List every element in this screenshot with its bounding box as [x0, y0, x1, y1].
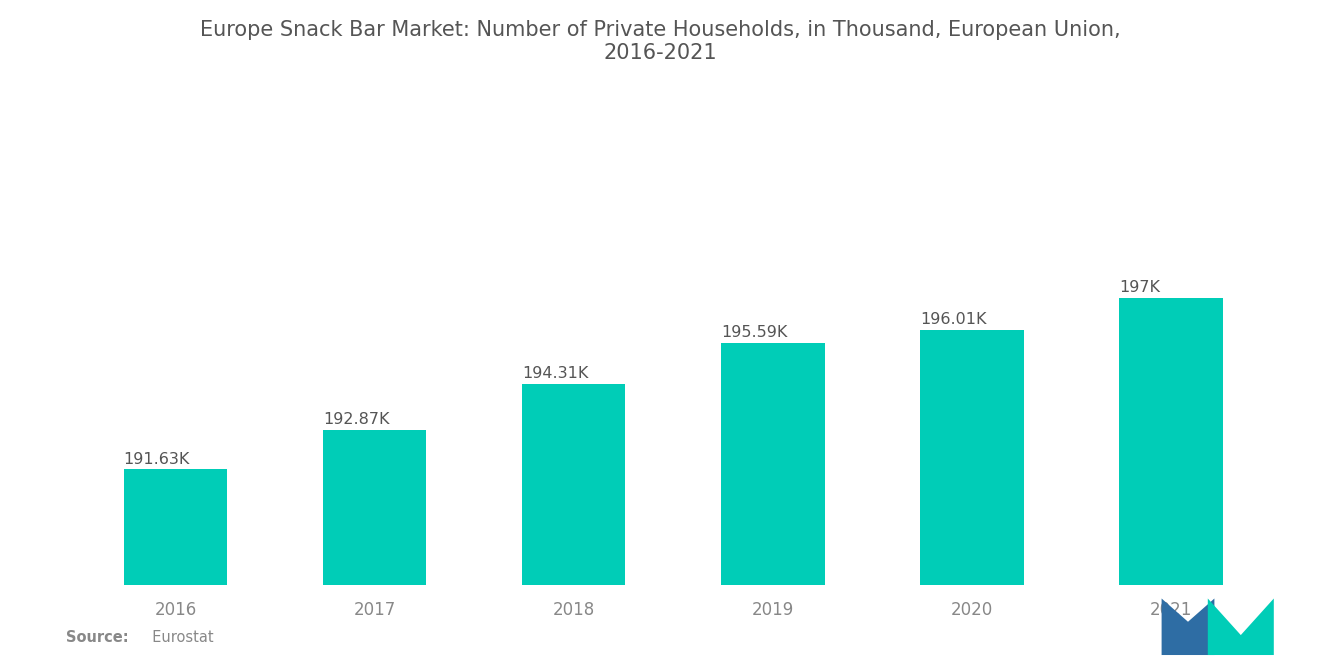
Bar: [920, 330, 1023, 585]
Bar: [124, 469, 227, 585]
Text: 194.31K: 194.31K: [521, 366, 589, 381]
Text: Source:: Source:: [66, 630, 128, 645]
Text: Europe Snack Bar Market: Number of Private Households, in Thousand, European Uni: Europe Snack Bar Market: Number of Priva…: [199, 20, 1121, 63]
Text: 196.01K: 196.01K: [920, 312, 986, 327]
Bar: [323, 430, 426, 585]
Text: Eurostat: Eurostat: [143, 630, 214, 645]
Bar: [1119, 298, 1222, 585]
Text: 191.63K: 191.63K: [124, 452, 190, 467]
Polygon shape: [1208, 598, 1274, 655]
Text: 192.87K: 192.87K: [323, 412, 389, 427]
Text: 195.59K: 195.59K: [721, 325, 787, 340]
Polygon shape: [1162, 598, 1214, 655]
Bar: [521, 384, 626, 585]
Bar: [721, 343, 825, 585]
Text: 197K: 197K: [1119, 281, 1160, 295]
